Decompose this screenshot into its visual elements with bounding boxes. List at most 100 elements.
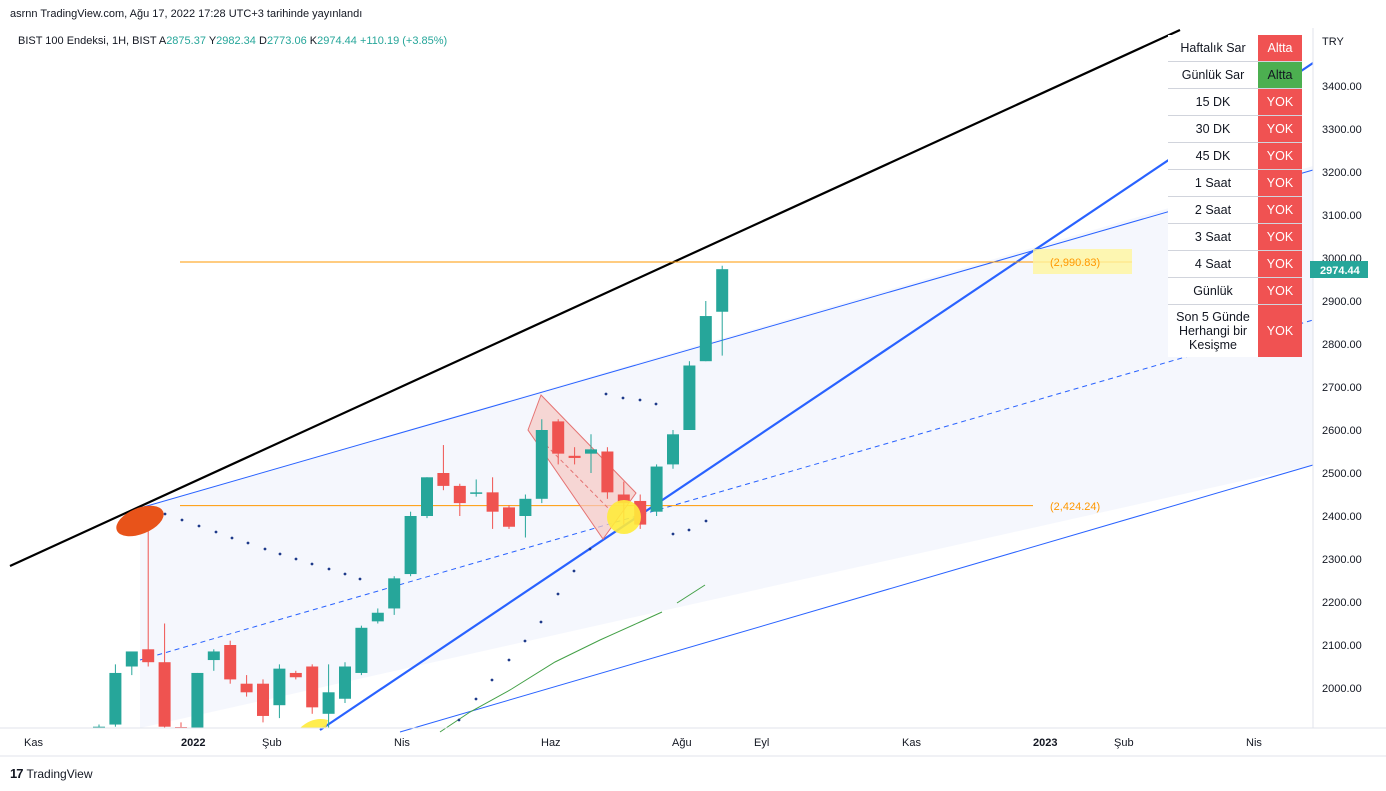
candle	[486, 477, 499, 529]
candle	[552, 419, 565, 465]
signal-row: 30 DK YOK	[1168, 115, 1302, 143]
candle	[207, 649, 220, 671]
sar-dot	[490, 678, 494, 682]
price-tick: 2500.00	[1322, 468, 1362, 480]
sar-dot	[539, 620, 543, 624]
candle	[667, 430, 679, 469]
signal-row: Son 5 Günde Herhangi bir Kesişme YOK	[1168, 304, 1302, 357]
sar-dot	[556, 592, 560, 596]
candle	[371, 608, 384, 624]
price-tick: 2300.00	[1322, 554, 1362, 566]
candle-body	[650, 466, 663, 512]
price-tick: 3400.00	[1322, 81, 1362, 93]
candle-body	[306, 666, 319, 708]
high-label: Y	[208, 35, 217, 47]
channel-lower-line	[399, 464, 1314, 733]
candle	[470, 479, 483, 497]
sar-dot	[294, 557, 298, 561]
sar-dot	[343, 572, 347, 576]
signal-label: Haftalık Sar	[1168, 35, 1258, 62]
price-axis[interactable]: 2000.00 2100.00 2200.00 2300.00 2400.00 2500.…	[1322, 81, 1362, 695]
candle-body	[421, 477, 433, 516]
candle	[503, 505, 515, 529]
open-label: A	[158, 35, 167, 47]
candle	[355, 625, 368, 676]
candle-body	[404, 516, 417, 575]
candle-body	[93, 726, 105, 729]
signal-row: Günlük Sar Altta	[1168, 61, 1302, 89]
time-tick: Nis	[394, 737, 410, 749]
sar-dot	[214, 530, 218, 534]
candle-body	[568, 455, 581, 458]
sar-dot	[638, 398, 642, 402]
candle	[191, 672, 204, 728]
signal-value: YOK	[1258, 277, 1302, 305]
candle-body	[224, 645, 237, 680]
signal-row: 2 Saat YOK	[1168, 196, 1302, 224]
sar-dot	[263, 547, 267, 551]
candle-body	[486, 492, 499, 512]
candle-body	[617, 494, 630, 504]
candle-body	[437, 473, 450, 486]
sar-dot	[327, 567, 331, 571]
candles-layer	[93, 265, 729, 729]
candle	[716, 265, 729, 356]
time-tick: 2023	[1033, 737, 1057, 749]
signal-label: 45 DK	[1168, 142, 1258, 170]
sar-dot	[163, 512, 167, 516]
resistance-label-bg	[1033, 249, 1132, 274]
candle	[437, 445, 450, 491]
price-tick: 2800.00	[1322, 339, 1362, 351]
tradingview-logo[interactable]: 17 TradingView	[10, 766, 93, 781]
low-value: 2773.06	[266, 35, 307, 47]
candle-body	[503, 507, 515, 527]
signal-value: YOK	[1258, 223, 1302, 251]
signal-value: YOK	[1258, 88, 1302, 116]
candle-body	[585, 449, 597, 454]
sar-dot	[457, 718, 461, 722]
candle-body	[667, 434, 679, 465]
time-axis[interactable]: Kas 2022 Şub Nis Haz Ağu Eyl Kas 2023 Şub Nis	[24, 737, 1262, 749]
signal-label: 4 Saat	[1168, 250, 1258, 278]
orange-highlight	[116, 505, 164, 537]
candle-body	[257, 683, 269, 716]
candle-body	[601, 451, 614, 493]
signal-row: 45 DK YOK	[1168, 142, 1302, 170]
candle	[404, 511, 417, 577]
signal-value: YOK	[1258, 169, 1302, 197]
candle	[322, 664, 335, 728]
candle	[339, 662, 351, 704]
sar-dot	[671, 532, 675, 536]
resistance-label: (2,990.83)	[1050, 257, 1100, 269]
last-price-tag: 2974.44	[1310, 261, 1368, 278]
sar-dot	[310, 562, 314, 566]
overlay-layer: (2,990.83) (2,424.24)	[116, 249, 1132, 728]
candle	[224, 640, 237, 684]
signal-label: Son 5 Günde Herhangi bir Kesişme	[1168, 304, 1258, 357]
candle	[306, 664, 319, 714]
time-tick: Eyl	[754, 737, 769, 749]
signal-row: Günlük YOK	[1168, 277, 1302, 305]
sar-dot	[358, 577, 362, 581]
channel-upper-line	[139, 169, 1314, 509]
candle-body	[699, 316, 712, 362]
candle-body	[683, 365, 696, 430]
channel-mid-line	[139, 319, 1314, 661]
sar-dot	[654, 402, 658, 406]
moving-average-line-2	[676, 584, 706, 604]
price-tick: 3100.00	[1322, 210, 1362, 222]
candle-body	[355, 627, 368, 673]
black-trendline	[9, 28, 1181, 568]
signal-value: YOK	[1258, 115, 1302, 143]
candle	[699, 301, 712, 362]
signal-label: 30 DK	[1168, 115, 1258, 143]
sar-dot	[588, 547, 592, 551]
candle	[257, 679, 269, 723]
signal-label: 15 DK	[1168, 88, 1258, 116]
candle	[535, 419, 548, 504]
yellow-highlight	[607, 500, 641, 534]
candle-body	[142, 649, 155, 663]
candle	[421, 477, 433, 519]
signal-row: 3 Saat YOK	[1168, 223, 1302, 251]
